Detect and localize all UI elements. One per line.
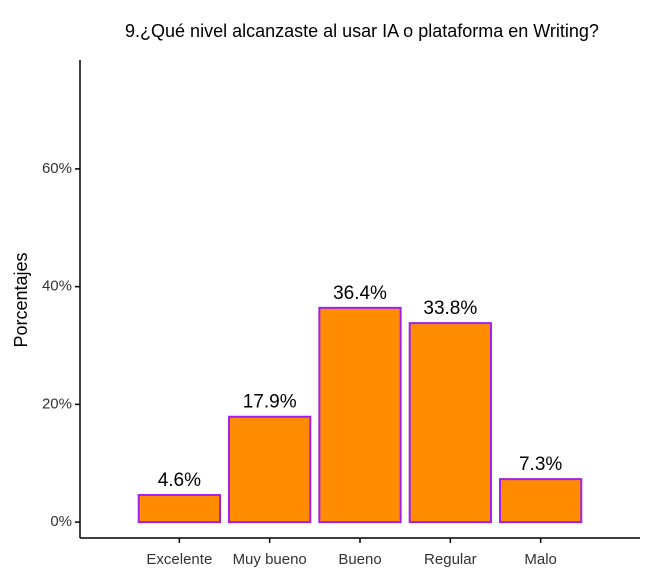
x-tick-label: Malo [524, 551, 557, 568]
data-label: 4.6% [158, 470, 201, 491]
y-tick-label: 40% [42, 278, 72, 295]
bar [137, 494, 221, 524]
data-label: 17.9% [243, 392, 297, 413]
y-tick-label: 20% [42, 395, 72, 412]
x-tick-label: Excelente [146, 551, 212, 568]
y-tick-label: 0% [50, 513, 72, 530]
data-label: 7.3% [519, 454, 562, 475]
data-label: 36.4% [333, 283, 387, 304]
y-axis-label: Porcentajes [11, 252, 31, 347]
bar [228, 415, 312, 524]
bar [408, 322, 492, 524]
x-tick-label: Regular [424, 551, 477, 568]
chart-title: 9.¿Qué nivel alcanzaste al usar IA o pla… [125, 21, 599, 41]
bar [318, 306, 402, 524]
data-label: 33.8% [423, 298, 477, 319]
bar [499, 478, 583, 524]
x-tick-label: Bueno [338, 551, 381, 568]
x-tick-label: Muy bueno [233, 551, 307, 568]
y-tick-label: 60% [42, 160, 72, 177]
